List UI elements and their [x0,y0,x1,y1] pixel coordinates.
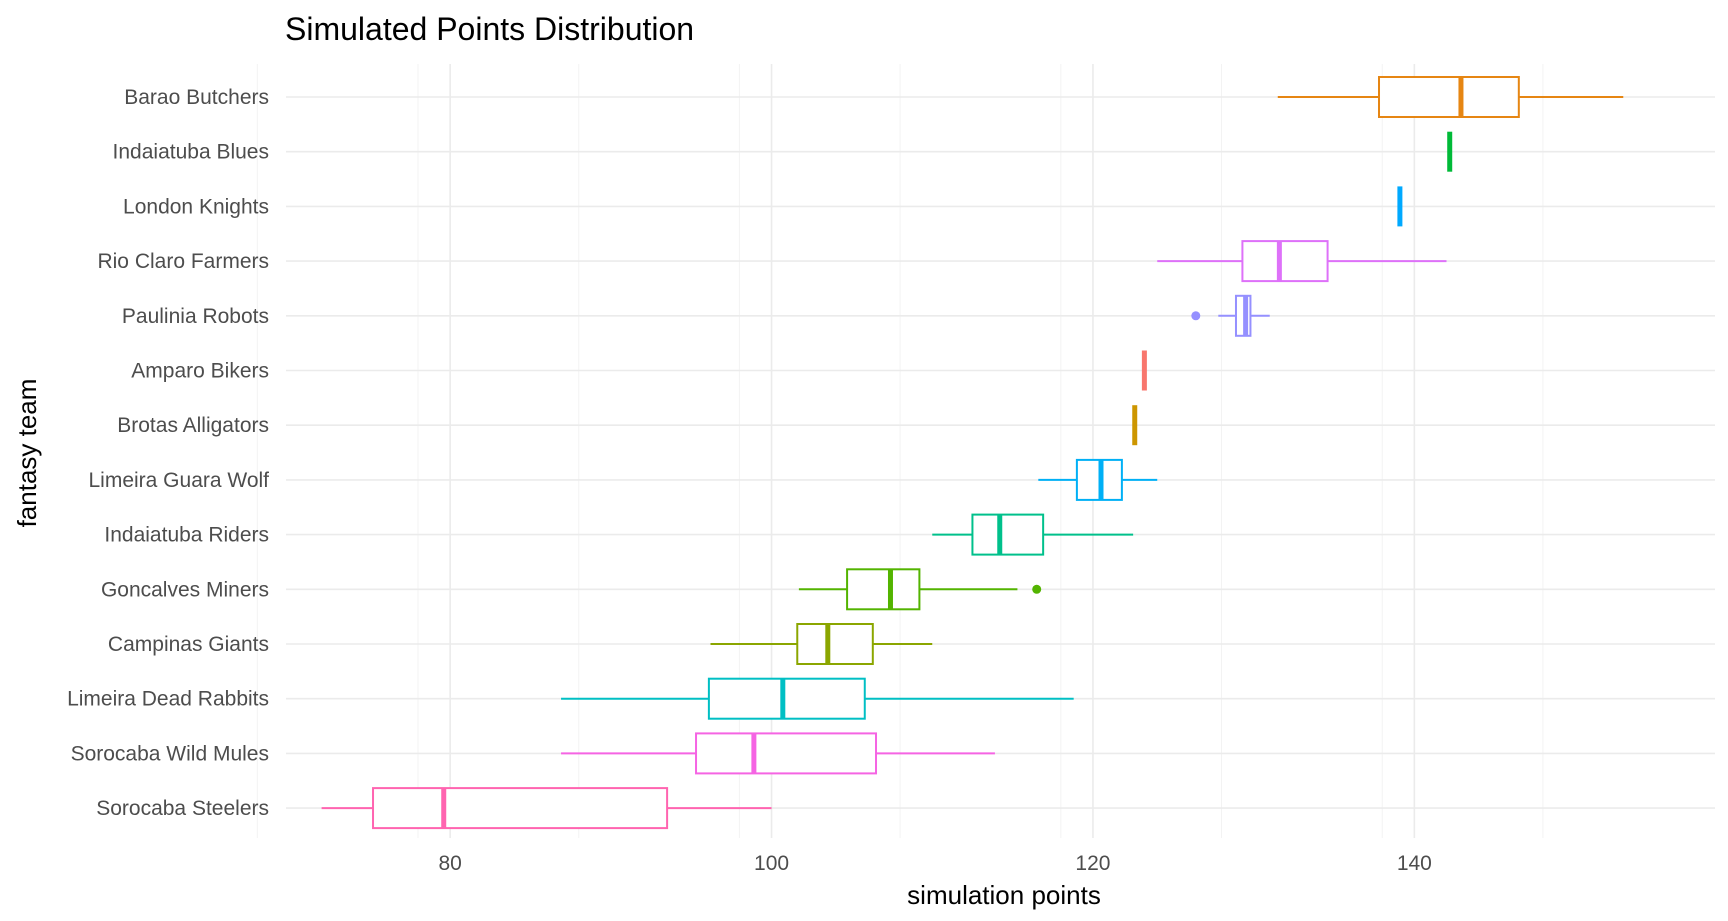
y-tick-label: Rio Claro Farmers [97,250,269,273]
x-axis-title: simulation points [907,880,1101,910]
team-boxplot [1191,294,1270,337]
y-axis-title: fantasy team [12,379,42,528]
y-tick-label: London Knights [123,195,269,218]
team-boxplot [561,677,1074,720]
y-tick-label: Campinas Giants [108,633,269,656]
chart-title: Simulated Points Distribution [285,11,694,47]
grid-layer [256,64,1715,838]
x-tick-label: 100 [754,852,789,875]
y-tick-label: Limeira Dead Rabbits [67,688,269,711]
team-boxplot [561,732,995,775]
iqr-box [1241,240,1329,283]
iqr-box [695,732,878,775]
outlier-point [1191,311,1201,321]
tick-layer: 80 100 120 140 Barao Butchers Indaiatuba Blue… [67,86,1432,875]
y-tick-label: Sorocaba Wild Mules [71,742,269,765]
team-boxplot [932,513,1134,556]
team-boxplot [710,623,933,665]
x-tick-label: 140 [1397,852,1432,875]
iqr-box [1378,76,1520,118]
y-tick-label: Indaiatuba Riders [104,524,269,547]
y-tick-label: Indaiatuba Blues [113,141,269,164]
iqr-box [796,623,874,665]
outlier-point [1032,584,1042,594]
x-tick-label: 80 [438,852,461,875]
team-boxplot [798,568,1042,611]
iqr-box [372,787,669,830]
y-tick-label: Brotas Alligators [117,414,269,437]
y-tick-label: Barao Butchers [124,86,269,109]
y-tick-label: Goncalves Miners [101,578,269,601]
y-tick-label: Sorocaba Steelers [96,797,269,820]
iqr-box [971,513,1045,556]
team-boxplot [1277,76,1624,118]
team-boxplot [321,787,772,830]
iqr-box [707,677,866,720]
team-boxplot [1157,240,1447,283]
box-layer [321,76,1624,830]
iqr-box [846,568,921,611]
team-boxplot [1038,458,1158,501]
y-tick-label: Paulinia Robots [122,305,269,328]
y-tick-label: Limeira Guara Wolf [88,469,269,492]
x-tick-label: 120 [1075,852,1110,875]
y-tick-label: Amparo Bikers [131,360,269,383]
